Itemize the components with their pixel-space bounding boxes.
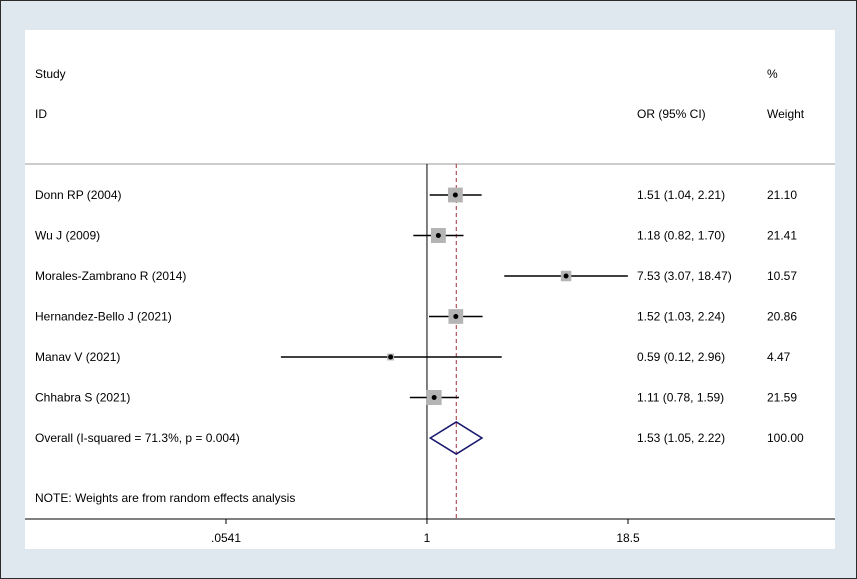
point-estimate — [388, 354, 394, 360]
overall-weight: 100.00 — [767, 431, 804, 445]
study-label: Manav V (2021) — [35, 350, 120, 364]
study-or-ci: 7.53 (3.07, 18.47) — [637, 269, 732, 283]
header-study: Study — [35, 67, 66, 81]
study-or-ci: 1.18 (0.82, 1.70) — [637, 229, 725, 243]
study-weight: 21.10 — [767, 188, 797, 202]
note-text: NOTE: Weights are from random effects an… — [35, 491, 295, 505]
study-label: Chhabra S (2021) — [35, 391, 130, 405]
overall-or-ci: 1.53 (1.05, 2.22) — [637, 431, 725, 445]
header-percent: % — [767, 67, 778, 81]
overall-diamond — [428, 421, 484, 455]
study-or-ci: 1.51 (1.04, 2.21) — [637, 188, 725, 202]
study-weight: 21.41 — [767, 229, 797, 243]
study-or-ci: 1.11 (0.78, 1.59) — [637, 391, 724, 405]
header-weight: Weight — [767, 107, 805, 121]
forest-plot: Study ID OR (95% CI) % Weight Donn RP (2… — [25, 67, 835, 545]
study-weight: 4.47 — [767, 350, 791, 364]
study-label: Hernandez-Bello J (2021) — [35, 310, 172, 324]
point-estimate — [435, 233, 441, 238]
x-axis-tick-label: 1 — [424, 531, 431, 545]
x-axis-tick-label: 18.5 — [616, 531, 640, 545]
study-weight: 21.59 — [767, 391, 797, 405]
x-axis-tick-label: .0541 — [211, 531, 241, 545]
point-estimate — [431, 395, 437, 400]
study-weight: 10.57 — [767, 269, 797, 283]
header-id: ID — [35, 107, 47, 121]
study-label: Donn RP (2004) — [35, 188, 122, 202]
study-label: Wu J (2009) — [35, 229, 100, 243]
study-or-ci: 0.59 (0.12, 2.96) — [637, 350, 725, 364]
study-or-ci: 1.52 (1.03, 2.24) — [637, 310, 725, 324]
study-weight: 20.86 — [767, 310, 797, 324]
point-estimate — [563, 273, 569, 279]
plot-region: Study ID OR (95% CI) % Weight Donn RP (2… — [25, 30, 835, 549]
point-estimate — [453, 314, 459, 319]
study-label: Morales-Zambrano R (2014) — [35, 269, 186, 283]
point-estimate — [452, 192, 458, 198]
overall-label: Overall (I-squared = 71.3%, p = 0.004) — [35, 431, 240, 445]
header-or: OR (95% CI) — [637, 107, 706, 121]
